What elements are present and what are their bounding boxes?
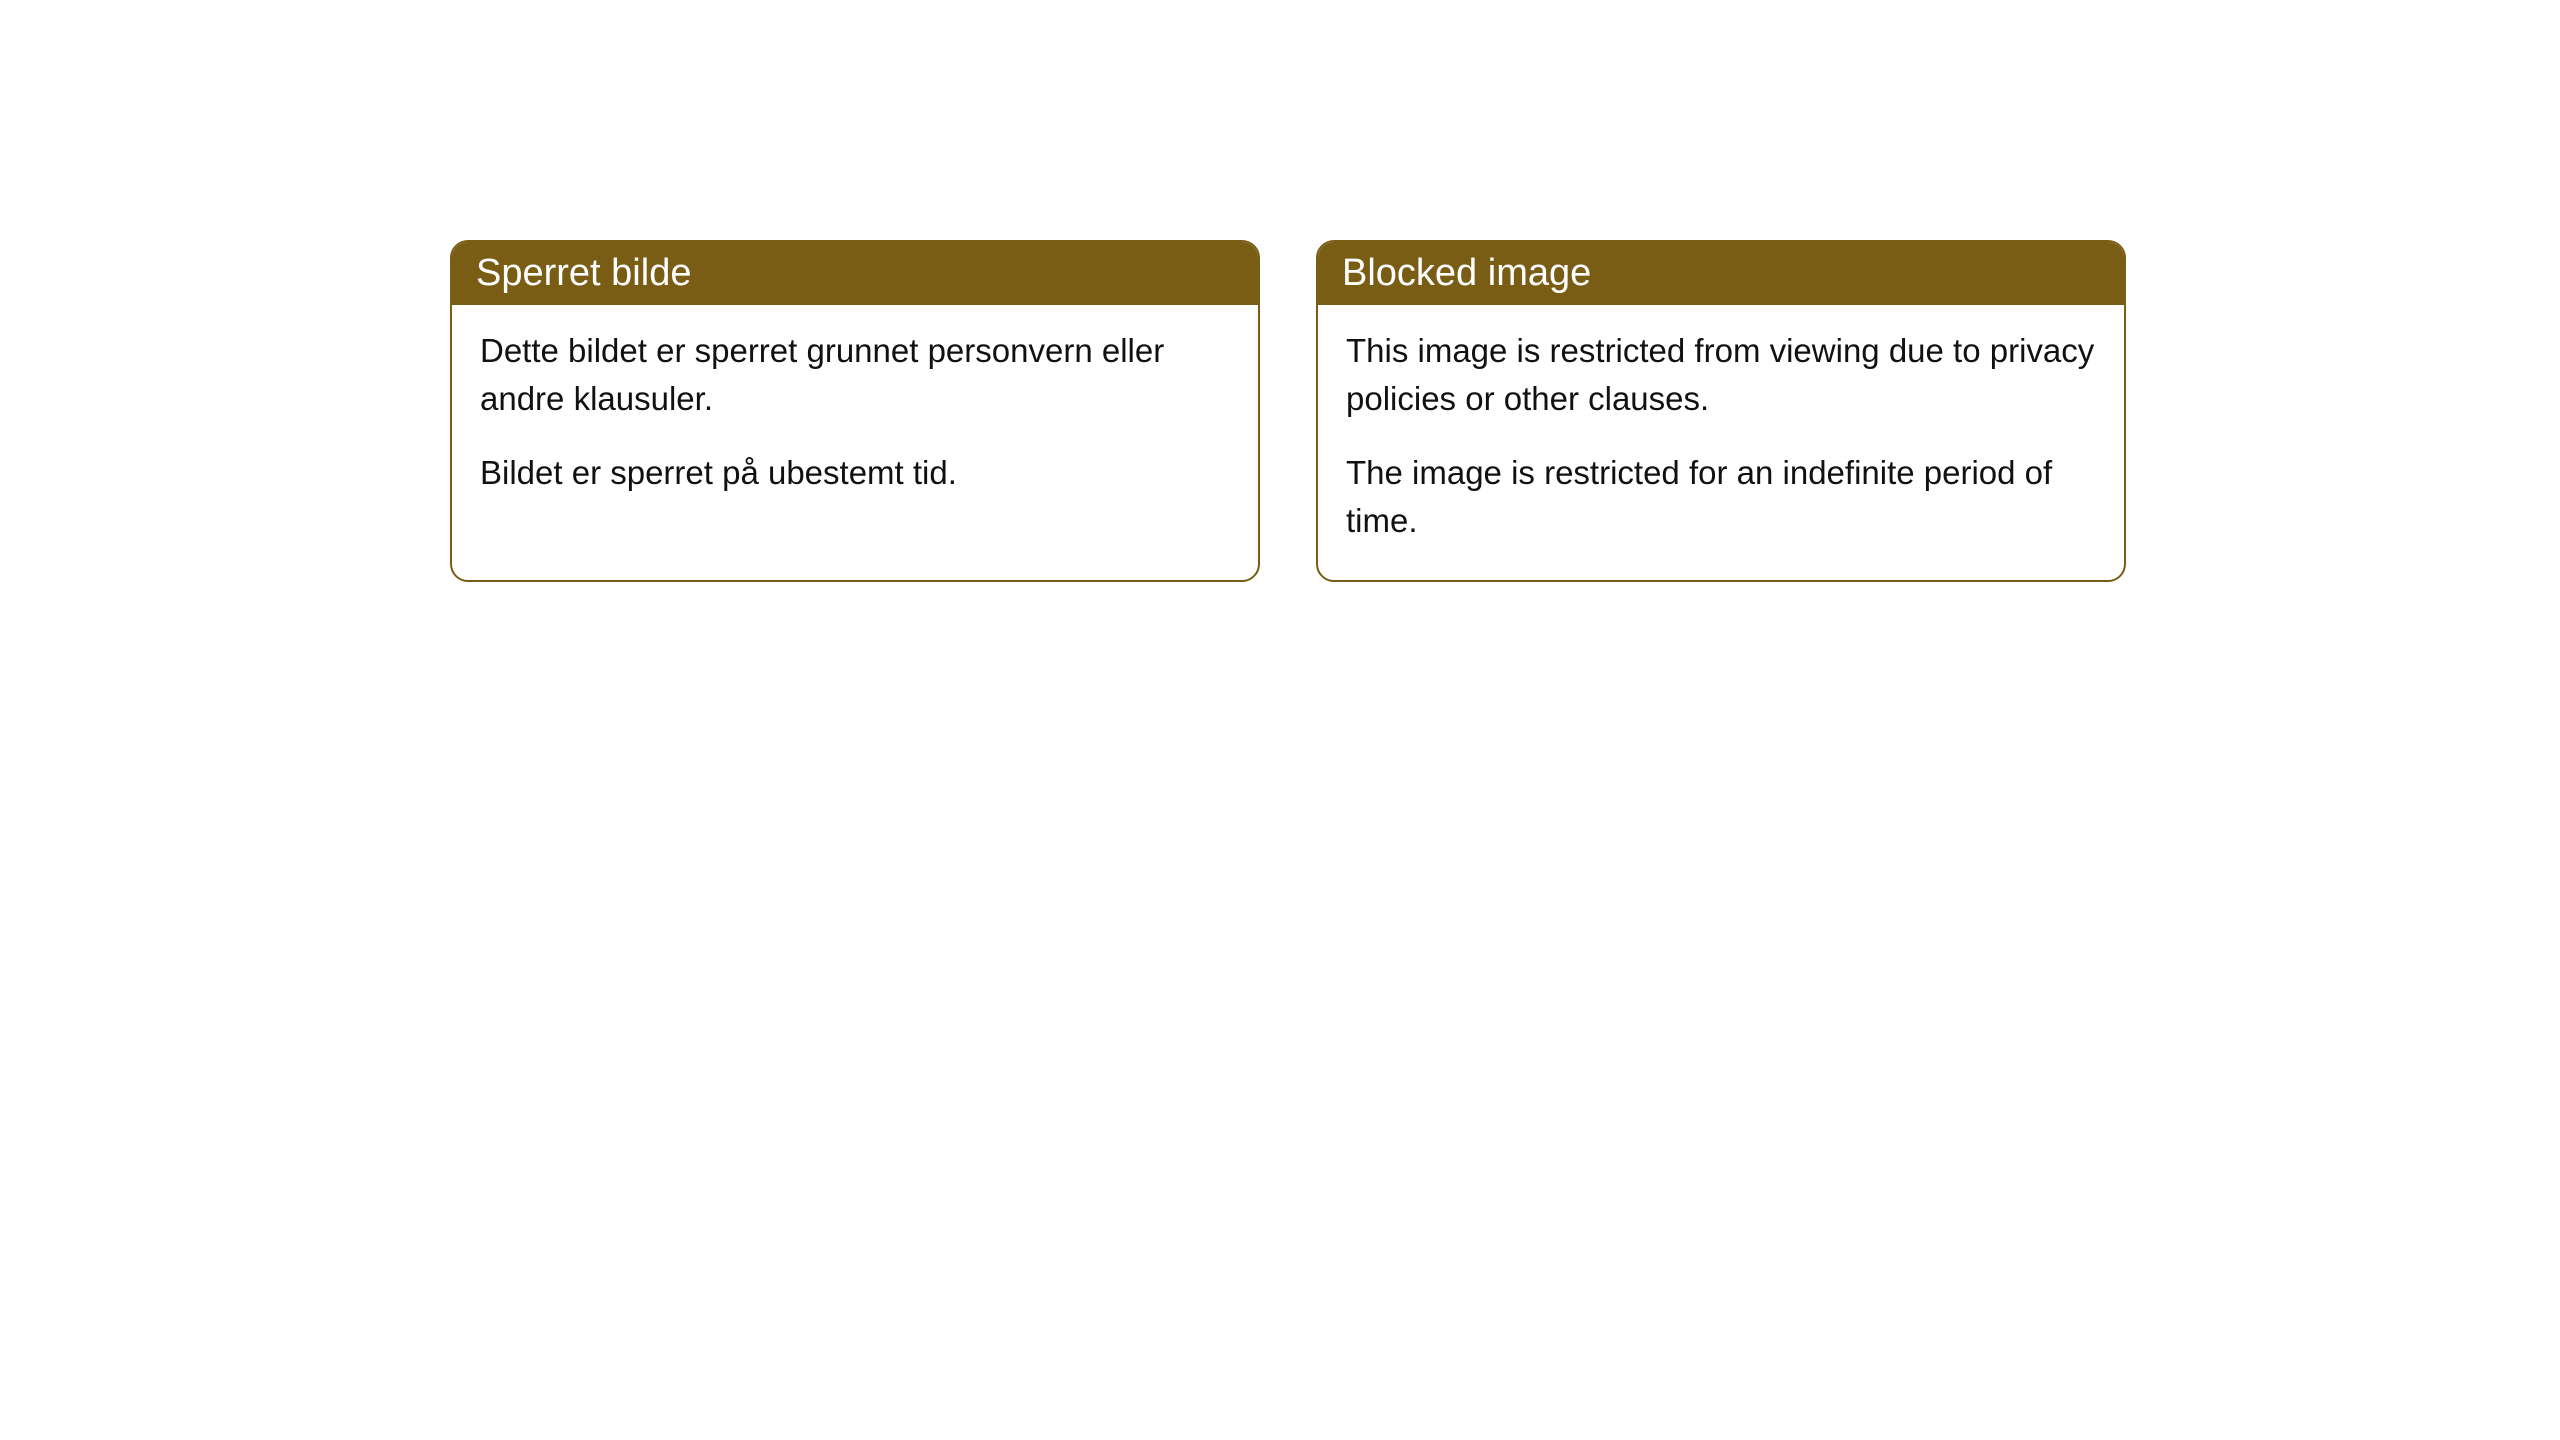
notice-cards-container: Sperret bilde Dette bildet er sperret gr… [450,240,2126,582]
english-paragraph-1: This image is restricted from viewing du… [1346,327,2096,423]
norwegian-notice-card: Sperret bilde Dette bildet er sperret gr… [450,240,1260,582]
norwegian-card-title: Sperret bilde [452,242,1258,305]
english-card-title: Blocked image [1318,242,2124,305]
english-paragraph-2: The image is restricted for an indefinit… [1346,449,2096,545]
english-card-body: This image is restricted from viewing du… [1318,305,2124,580]
norwegian-card-body: Dette bildet er sperret grunnet personve… [452,305,1258,533]
norwegian-paragraph-2: Bildet er sperret på ubestemt tid. [480,449,1230,497]
norwegian-paragraph-1: Dette bildet er sperret grunnet personve… [480,327,1230,423]
english-notice-card: Blocked image This image is restricted f… [1316,240,2126,582]
